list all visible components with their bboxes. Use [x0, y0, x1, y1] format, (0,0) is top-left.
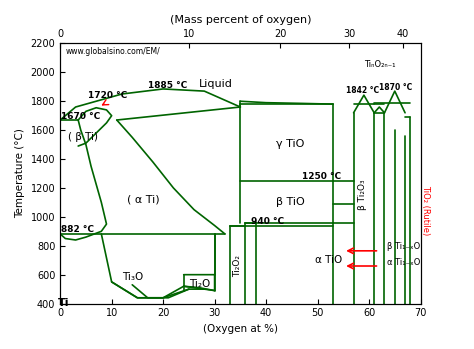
Text: www.globalsino.com/EM/: www.globalsino.com/EM/	[65, 46, 160, 55]
Text: Ti₂O: Ti₂O	[189, 279, 210, 289]
Text: 882 °C: 882 °C	[61, 225, 94, 234]
Text: 1250 °C: 1250 °C	[302, 172, 341, 180]
Text: ( β Ti): ( β Ti)	[68, 132, 98, 142]
Text: 1842 °C: 1842 °C	[346, 86, 379, 95]
Text: ( α Ti): ( α Ti)	[127, 194, 160, 205]
Text: γ TiO: γ TiO	[276, 140, 305, 149]
Text: Ti: Ti	[58, 298, 69, 309]
Text: β TiO: β TiO	[276, 197, 305, 207]
Text: α Ti₁₋ₓO: α Ti₁₋ₓO	[387, 258, 420, 267]
X-axis label: (Mass percent of oxygen): (Mass percent of oxygen)	[170, 15, 311, 25]
Text: 940 °C: 940 °C	[251, 217, 284, 226]
Text: 1670 °C: 1670 °C	[61, 112, 100, 120]
Text: TiO₂ (Rutile): TiO₂ (Rutile)	[421, 185, 430, 235]
Text: Liquid: Liquid	[199, 79, 233, 89]
Text: α TiO: α TiO	[315, 255, 342, 265]
Text: 1720 °C: 1720 °C	[89, 91, 128, 101]
Y-axis label: Temperature (°C): Temperature (°C)	[15, 128, 25, 218]
Text: TiₙO₂ₙ₋₁: TiₙO₂ₙ₋₁	[364, 60, 395, 68]
Text: β Ti₁₋ₓO: β Ti₁₋ₓO	[387, 243, 420, 251]
Text: Ti₂O₂: Ti₂O₂	[233, 255, 242, 277]
Text: 1870 °C: 1870 °C	[379, 83, 412, 92]
Text: 1885 °C: 1885 °C	[148, 81, 187, 89]
Text: β Ti₂O₃: β Ti₂O₃	[358, 179, 367, 210]
Text: Ti₃O: Ti₃O	[122, 273, 143, 282]
X-axis label: (Oxygen at %): (Oxygen at %)	[203, 324, 278, 334]
